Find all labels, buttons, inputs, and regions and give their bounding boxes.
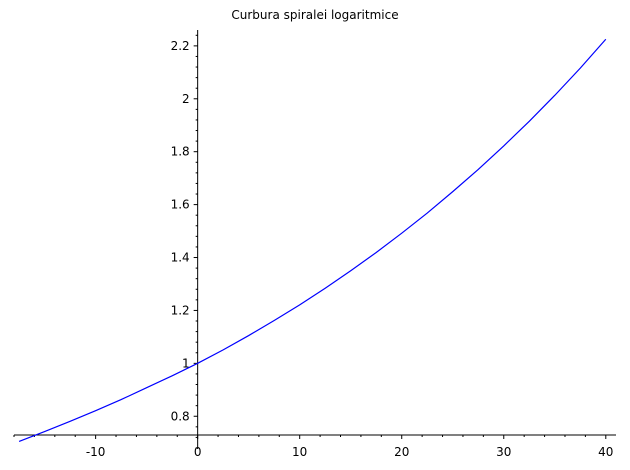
x-tick-label: -10 bbox=[86, 445, 106, 459]
y-tick-label: 1.8 bbox=[171, 145, 190, 159]
y-tick-label: 1 bbox=[182, 356, 190, 370]
y-tick-label: 2 bbox=[182, 92, 190, 106]
x-tick-label: 20 bbox=[394, 445, 409, 459]
chart-title: Curbura spiralei logaritmice bbox=[231, 8, 399, 22]
y-tick-label: 2.2 bbox=[171, 39, 190, 53]
y-tick-label: 0.8 bbox=[171, 409, 190, 423]
x-tick-label: 30 bbox=[496, 445, 511, 459]
x-tick-label: 10 bbox=[292, 445, 307, 459]
y-tick-label: 1.6 bbox=[171, 198, 190, 212]
series-line-0 bbox=[18, 38, 607, 442]
y-tick-label: 1.4 bbox=[171, 251, 190, 265]
x-tick-label: 40 bbox=[598, 445, 613, 459]
x-tick-label: 0 bbox=[194, 445, 202, 459]
y-tick-label: 1.2 bbox=[171, 303, 190, 317]
